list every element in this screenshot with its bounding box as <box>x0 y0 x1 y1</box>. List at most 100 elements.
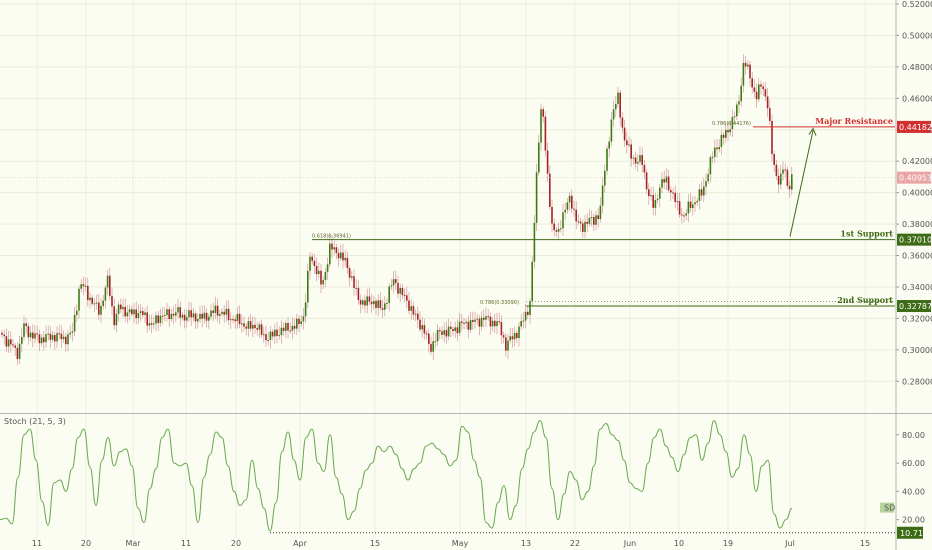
candle-body <box>766 96 769 109</box>
price-tick-label: 0.32000 <box>902 314 932 323</box>
candle-body <box>84 285 87 287</box>
candle-body <box>392 279 395 286</box>
candle-body <box>784 169 786 171</box>
candle-body <box>366 296 368 306</box>
candle-body <box>91 297 93 304</box>
candle-body <box>104 287 107 301</box>
price-tick-label: 0.38000 <box>902 220 932 229</box>
candle-body <box>775 164 778 176</box>
candle-body <box>249 321 252 329</box>
candle-body <box>190 310 192 318</box>
candle-body <box>527 311 529 315</box>
candle-body <box>353 276 355 288</box>
candle-body <box>16 347 19 359</box>
candle-body <box>95 302 98 304</box>
candle-body <box>21 336 23 344</box>
candle-body <box>408 300 410 311</box>
candle-body <box>3 334 5 337</box>
current-price-tag-bg <box>897 171 931 184</box>
candle-body <box>232 319 234 321</box>
candle-body <box>665 176 668 183</box>
candle-body <box>230 319 232 321</box>
candle-body <box>181 314 184 318</box>
candle-body <box>474 319 476 322</box>
candle-body <box>465 321 467 324</box>
candle-body <box>461 321 463 323</box>
candle-body <box>476 318 478 320</box>
candle-body <box>38 334 41 344</box>
candle-body <box>428 333 430 344</box>
candle-body <box>122 306 124 310</box>
price-tick-label: 0.28000 <box>902 377 932 386</box>
candle-body <box>643 164 646 173</box>
candle-body <box>258 324 261 330</box>
candle-body <box>214 305 217 313</box>
candle-body <box>49 333 52 340</box>
candle-body <box>568 195 571 203</box>
candle-body <box>694 202 696 205</box>
fib-label: 0.618(0.36941) <box>312 234 351 240</box>
candle-body <box>577 221 580 223</box>
candle-body <box>320 270 322 285</box>
time-tick-label: 15 <box>370 539 380 548</box>
candle-body <box>135 309 137 319</box>
candle-body <box>324 271 327 280</box>
candle-body <box>399 287 401 294</box>
time-tick-label: 20 <box>81 539 91 548</box>
candle-body <box>700 189 703 196</box>
candle-body <box>681 214 683 216</box>
candle-body <box>208 316 210 321</box>
candle-body <box>575 209 577 222</box>
candle-body <box>656 198 659 200</box>
candle-body <box>689 201 692 208</box>
candle-body <box>703 186 705 196</box>
candle-body <box>549 173 551 207</box>
candle-body <box>729 129 731 133</box>
candle-body <box>441 331 443 335</box>
time-tick-label: 15 <box>860 539 870 548</box>
candle-body <box>109 275 111 296</box>
candle-body <box>388 286 390 303</box>
candle-body <box>120 304 122 310</box>
candle-body <box>212 310 214 313</box>
candle-body <box>520 321 522 327</box>
candle-body <box>491 320 494 327</box>
candle-body <box>632 157 635 159</box>
candle-body <box>265 334 267 341</box>
candle-body <box>601 185 604 206</box>
stoch-title: Stoch (21, 5, 3) <box>4 417 66 426</box>
candle-body <box>225 308 228 315</box>
candle-body <box>588 217 591 224</box>
candle-body <box>425 333 428 335</box>
candle-body <box>683 215 685 217</box>
price-tick-label: 0.36000 <box>902 252 932 261</box>
candle-body <box>287 323 289 331</box>
candle-body <box>641 155 643 165</box>
candle-body <box>375 300 377 308</box>
candle-body <box>621 117 624 128</box>
candle-body <box>373 300 375 305</box>
candle-body <box>333 247 335 250</box>
time-tick-label: 20 <box>231 539 241 548</box>
fib-label: 0.786(0.44176) <box>712 121 751 127</box>
candle-body <box>595 215 597 225</box>
candle-body <box>340 252 342 259</box>
candle-body <box>40 337 43 344</box>
candle-body <box>43 337 45 343</box>
candle-body <box>254 324 256 329</box>
candle-body <box>355 287 357 289</box>
candle-body <box>586 221 588 224</box>
candle-body <box>727 129 729 133</box>
candle-body <box>439 329 441 332</box>
time-tick-label: 11 <box>181 539 191 548</box>
candle-body <box>685 213 687 216</box>
candle-body <box>73 314 76 332</box>
candle-body <box>535 172 538 223</box>
candle-body <box>115 313 118 326</box>
candle-body <box>93 303 96 305</box>
candle-body <box>179 307 181 318</box>
candle-body <box>546 150 549 174</box>
candle-body <box>637 161 639 164</box>
candle-body <box>76 310 78 315</box>
